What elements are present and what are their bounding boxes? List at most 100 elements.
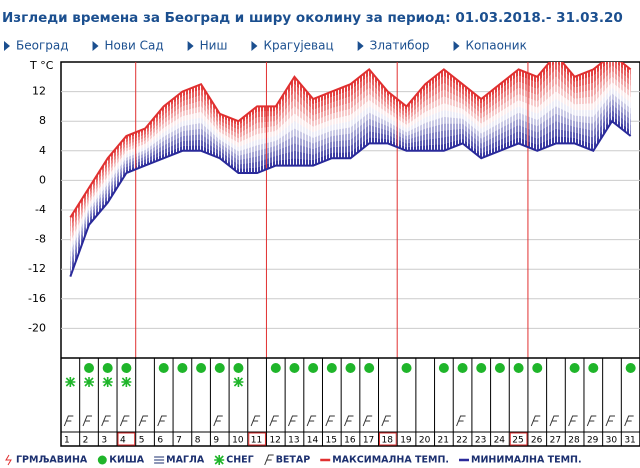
nav-arrow bbox=[4, 41, 10, 51]
rain-icon bbox=[457, 363, 468, 373]
snow-icon bbox=[84, 377, 95, 387]
nav-link[interactable]: Копаоник bbox=[466, 39, 527, 53]
day-highlight bbox=[379, 432, 397, 446]
legend-label: КИША bbox=[109, 455, 144, 466]
wind-icon bbox=[456, 415, 466, 427]
day-label: 4 bbox=[120, 436, 126, 446]
wind-icon bbox=[605, 415, 615, 427]
snow-icon bbox=[121, 377, 132, 387]
lines bbox=[69, 62, 632, 277]
temp-line bbox=[69, 119, 632, 277]
nav-link[interactable]: Београд bbox=[16, 39, 69, 53]
y-tick-label: -4 bbox=[35, 203, 46, 216]
day-label: 1 bbox=[64, 436, 70, 446]
wind-icon bbox=[101, 415, 111, 427]
rain-icon bbox=[513, 363, 524, 373]
legend-icon bbox=[214, 455, 225, 465]
y-tick-label: -12 bbox=[28, 262, 46, 275]
y-axis-label: T °C bbox=[29, 59, 54, 72]
wind-icon bbox=[530, 415, 541, 427]
wind-icon bbox=[119, 415, 130, 427]
legend-label: МИНИМАЛНА ТЕМП. bbox=[471, 455, 582, 466]
day-label: 24 bbox=[494, 436, 506, 446]
rain-icon bbox=[345, 363, 356, 373]
wind-icon bbox=[344, 415, 354, 427]
day-label: 2 bbox=[83, 436, 89, 446]
wind-icon bbox=[157, 415, 167, 427]
wind-icon bbox=[362, 415, 373, 427]
legend-label: МАКСИМАЛНА ТЕМП. bbox=[332, 455, 449, 466]
nav-arrow bbox=[92, 41, 99, 51]
snow-icon bbox=[102, 377, 113, 387]
legend-label: МАГЛА bbox=[166, 455, 205, 466]
wind-icon bbox=[325, 415, 335, 427]
rain-icon bbox=[364, 363, 375, 373]
wind-icon bbox=[549, 415, 559, 427]
rain-icon bbox=[158, 363, 169, 373]
y-tick-label: -8 bbox=[35, 233, 46, 246]
nav-link[interactable]: Ниш bbox=[200, 39, 228, 53]
day-label: 10 bbox=[232, 436, 244, 446]
legend-icon bbox=[97, 455, 107, 465]
y-tick-label: 12 bbox=[32, 85, 46, 98]
nav-arrow bbox=[187, 41, 194, 51]
day-label: 3 bbox=[101, 436, 107, 446]
nav-link[interactable]: Крагујевац bbox=[263, 39, 333, 53]
day-label: 21 bbox=[438, 436, 449, 446]
day-label: 23 bbox=[475, 436, 486, 446]
y-tick-label: 0 bbox=[39, 173, 46, 186]
wind-icon bbox=[624, 415, 634, 427]
day-highlight bbox=[117, 432, 136, 446]
rain-icon bbox=[84, 363, 95, 373]
day-label: 30 bbox=[606, 436, 618, 446]
nav-link[interactable]: Нови Сад bbox=[105, 39, 164, 53]
day-highlight bbox=[248, 432, 266, 446]
temperature-band bbox=[70, 62, 631, 277]
day-label: 8 bbox=[195, 436, 201, 446]
wind-icon bbox=[568, 415, 578, 427]
nav-arrow bbox=[357, 41, 364, 51]
rain-icon bbox=[569, 363, 580, 373]
y-tick-label: -16 bbox=[28, 292, 46, 305]
wind-icon bbox=[586, 415, 597, 427]
day-label: 17 bbox=[363, 436, 374, 446]
day-label: 15 bbox=[325, 436, 336, 446]
day-label: 29 bbox=[587, 436, 599, 446]
rain-icon bbox=[177, 363, 188, 373]
day-label: 22 bbox=[456, 436, 467, 446]
day-label: 7 bbox=[176, 436, 182, 446]
y-tick-label: -20 bbox=[28, 321, 46, 334]
day-label: 11 bbox=[251, 436, 262, 446]
wind-icon bbox=[138, 415, 149, 427]
y-tick-label: 4 bbox=[39, 144, 46, 157]
rain-icon bbox=[102, 363, 113, 373]
day-label: 31 bbox=[624, 436, 635, 446]
day-label: 13 bbox=[288, 436, 299, 446]
rain-icon bbox=[196, 363, 207, 373]
nav-link[interactable]: Златибор bbox=[370, 39, 430, 53]
wind-icon bbox=[82, 415, 93, 427]
day-label: 18 bbox=[382, 436, 394, 446]
rain-icon bbox=[476, 363, 487, 373]
wind-icon bbox=[250, 415, 261, 427]
day-label: 27 bbox=[550, 436, 561, 446]
snow-icon bbox=[233, 377, 244, 387]
day-label: 16 bbox=[344, 436, 356, 446]
rain-icon bbox=[289, 363, 300, 373]
legend-label: СНЕГ bbox=[226, 455, 253, 466]
y-tick-label: 8 bbox=[39, 114, 46, 127]
temp-line bbox=[69, 62, 632, 218]
rain-icon bbox=[438, 363, 449, 373]
wind-icon bbox=[306, 415, 317, 427]
plot-frame bbox=[60, 61, 640, 447]
day-label: 6 bbox=[157, 436, 163, 446]
day-label: 20 bbox=[419, 436, 431, 446]
rain-icon bbox=[326, 363, 337, 373]
legend-label: ГРМЉАВИНА bbox=[16, 455, 88, 466]
rain-icon bbox=[625, 363, 636, 373]
day-label: 5 bbox=[139, 436, 145, 446]
day-label: 26 bbox=[531, 436, 543, 446]
rain-icon bbox=[532, 363, 543, 373]
rain-icon bbox=[401, 363, 412, 373]
